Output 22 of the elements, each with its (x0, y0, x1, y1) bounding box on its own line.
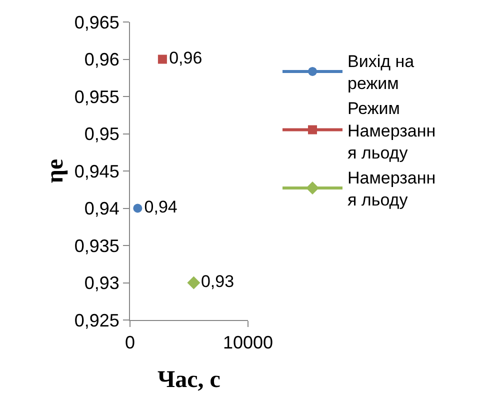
y-tick-label: 0,935 (74, 236, 120, 256)
legend-label: Намерзання льоду (348, 168, 436, 210)
data-label: 0,94 (144, 198, 178, 216)
x-tick-label: 10000 (222, 332, 274, 353)
x-axis-title: Час, с (158, 366, 221, 393)
y-tick-label: 0,94 (84, 198, 120, 219)
y-tick-label: 0,925 (74, 310, 120, 330)
legend-label: Режим Намерзання льоду (348, 99, 436, 162)
point (187, 276, 200, 290)
y-tick-label: 0,965 (74, 12, 120, 32)
point (158, 54, 167, 64)
y-tick-label: 0,96 (84, 50, 120, 70)
y-axis-title: ηe (42, 158, 68, 184)
data-label: 0,96 (169, 48, 202, 68)
point (133, 204, 142, 213)
y-tick-label: 0,95 (84, 124, 120, 144)
x-tick-label: 0 (124, 332, 136, 353)
legend-label: Вихід на режим (348, 52, 415, 94)
y-tick-label: 0,955 (74, 86, 120, 107)
y-tick-label: 0,945 (74, 161, 120, 182)
data-label: 0,93 (200, 272, 234, 291)
y-tick-label: 0,93 (84, 273, 120, 294)
